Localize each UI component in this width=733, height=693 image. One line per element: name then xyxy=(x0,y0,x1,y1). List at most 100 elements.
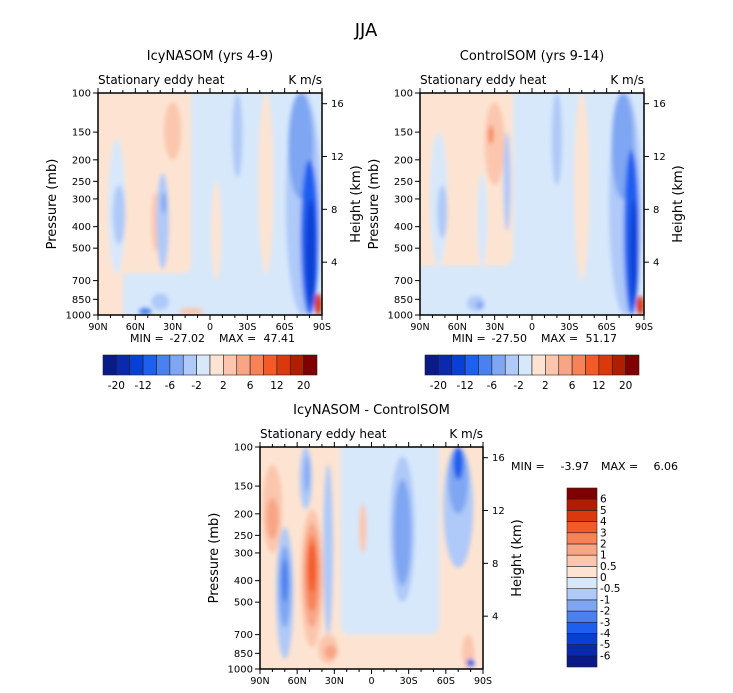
colorbar-label: -0.5 xyxy=(600,583,621,595)
y-axis-label: Pressure (mb) xyxy=(207,513,222,604)
height-tick-label: 4 xyxy=(331,258,337,269)
colorbar-label: -2 xyxy=(600,606,610,618)
y-axis-right-label: Height (km) xyxy=(671,165,686,242)
units-label: K m/s xyxy=(610,73,644,87)
colorbar-box xyxy=(566,532,598,545)
colorbar-label: 4 xyxy=(600,516,607,528)
contour-region xyxy=(178,308,204,315)
contour-region xyxy=(258,93,274,274)
variable-label: Stationary eddy heat xyxy=(420,73,547,87)
colorbar-box xyxy=(223,354,238,376)
colorbar-box xyxy=(102,354,117,376)
min-label: MIN = xyxy=(452,332,486,345)
y-axis-right-label: Height (km) xyxy=(349,165,364,242)
y-tick-label: 100 xyxy=(394,89,413,100)
colorbar-box xyxy=(209,354,224,376)
colorbar-label: 6 xyxy=(569,380,576,392)
units-label: K m/s xyxy=(288,73,322,87)
colorbar-label: 6 xyxy=(247,380,254,392)
contour-region xyxy=(476,301,484,310)
colorbar-box xyxy=(566,510,598,522)
x-tick-label: 30S xyxy=(238,322,256,333)
contour-region xyxy=(477,173,488,266)
contour-region xyxy=(232,93,243,178)
x-tick-label: 60N xyxy=(126,322,145,333)
contour-region xyxy=(314,293,322,315)
colorbar-box xyxy=(566,588,598,601)
panel-2: 90N 60N 30N 0 30S 60S 90S 100 150 200 250 300 400 500… xyxy=(367,49,686,392)
x-tick-label: 90S xyxy=(313,322,331,333)
contour-region xyxy=(156,173,169,269)
contour-region xyxy=(211,181,222,281)
colorbar-box xyxy=(129,354,144,376)
contour-region xyxy=(281,559,288,603)
min-value: -27.02 xyxy=(170,332,205,345)
panel-title: ControlSOM (yrs 9-14) xyxy=(460,49,604,64)
min-value: -3.97 xyxy=(561,460,589,473)
colorbar-box xyxy=(566,543,598,556)
y-tick-label: 1000 xyxy=(66,311,91,322)
y-axis-right-label: Height (km) xyxy=(510,519,525,596)
height-tick-label: 8 xyxy=(492,559,498,570)
contour-region xyxy=(574,93,590,281)
x-tick-label: 30N xyxy=(163,322,182,333)
colorbar-box xyxy=(545,354,560,376)
y-tick-label: 250 xyxy=(394,177,413,188)
height-tick-label: 4 xyxy=(492,612,498,623)
y-tick-label: 200 xyxy=(72,155,91,166)
panel-1: 90N 60N 30N 0 30S 60S 90S 100 150 200 250 300 400 500… xyxy=(45,49,364,392)
height-tick-label: 8 xyxy=(653,205,659,216)
colorbar-box xyxy=(566,655,598,668)
contour-region xyxy=(139,308,152,315)
y-tick-label: 850 xyxy=(234,649,253,660)
colorbar-box xyxy=(156,354,171,376)
contour-region xyxy=(340,447,440,635)
height-tick-label: 16 xyxy=(331,99,344,110)
colorbar-box xyxy=(424,354,439,376)
colorbar-box xyxy=(504,354,519,376)
x-tick-label: 60S xyxy=(437,676,455,687)
x-tick-label: 30N xyxy=(485,322,504,333)
colorbar-box xyxy=(289,354,304,376)
colorbar-box xyxy=(558,354,573,376)
height-tick-label: 12 xyxy=(653,152,666,163)
colorbar-box xyxy=(491,354,506,376)
colorbar-label: -20 xyxy=(430,380,447,392)
colorbar-label: -2 xyxy=(191,380,201,392)
colorbar-box xyxy=(598,354,613,376)
contour-region xyxy=(503,132,511,232)
max-label: MAX = xyxy=(219,332,256,345)
max-label: MAX = xyxy=(601,460,638,473)
min-value: -27.50 xyxy=(492,332,527,345)
contour-region xyxy=(448,447,469,514)
colorbar-label: 2 xyxy=(542,380,549,392)
y-tick-label: 100 xyxy=(234,443,253,454)
y-tick-label: 500 xyxy=(234,598,253,609)
x-tick-label: 90N xyxy=(410,322,429,333)
colorbar-box xyxy=(236,354,251,376)
colorbar-box xyxy=(571,354,586,376)
contour-region xyxy=(305,198,316,305)
x-tick-label: 30S xyxy=(400,676,418,687)
colorbar: -20 -12 -6 -2 2 6 12 20 xyxy=(102,354,318,392)
min-label: MIN = xyxy=(130,332,164,345)
colorbar-box xyxy=(566,554,598,567)
y-tick-label: 850 xyxy=(72,295,91,306)
colorbar-box xyxy=(438,354,453,376)
colorbar-box xyxy=(566,644,598,657)
y-tick-label: 150 xyxy=(72,128,91,139)
y-tick-label: 250 xyxy=(72,177,91,188)
contour-region xyxy=(359,503,367,553)
colorbar-label: -4 xyxy=(600,628,611,640)
colorbar-label: 20 xyxy=(297,380,310,392)
y-axis-label: Pressure (mb) xyxy=(45,159,60,250)
y-tick-label: 1000 xyxy=(388,311,413,322)
max-label: MAX = xyxy=(541,332,578,345)
x-tick-label: 90N xyxy=(250,676,269,687)
min-label: MIN = xyxy=(511,460,545,473)
contour-field xyxy=(98,93,322,315)
colorbar-label: 2 xyxy=(220,380,227,392)
contour-region xyxy=(484,102,505,186)
colorbar: -20 -12 -6 -2 2 6 12 20 xyxy=(424,354,640,392)
colorbar-box xyxy=(249,354,264,376)
